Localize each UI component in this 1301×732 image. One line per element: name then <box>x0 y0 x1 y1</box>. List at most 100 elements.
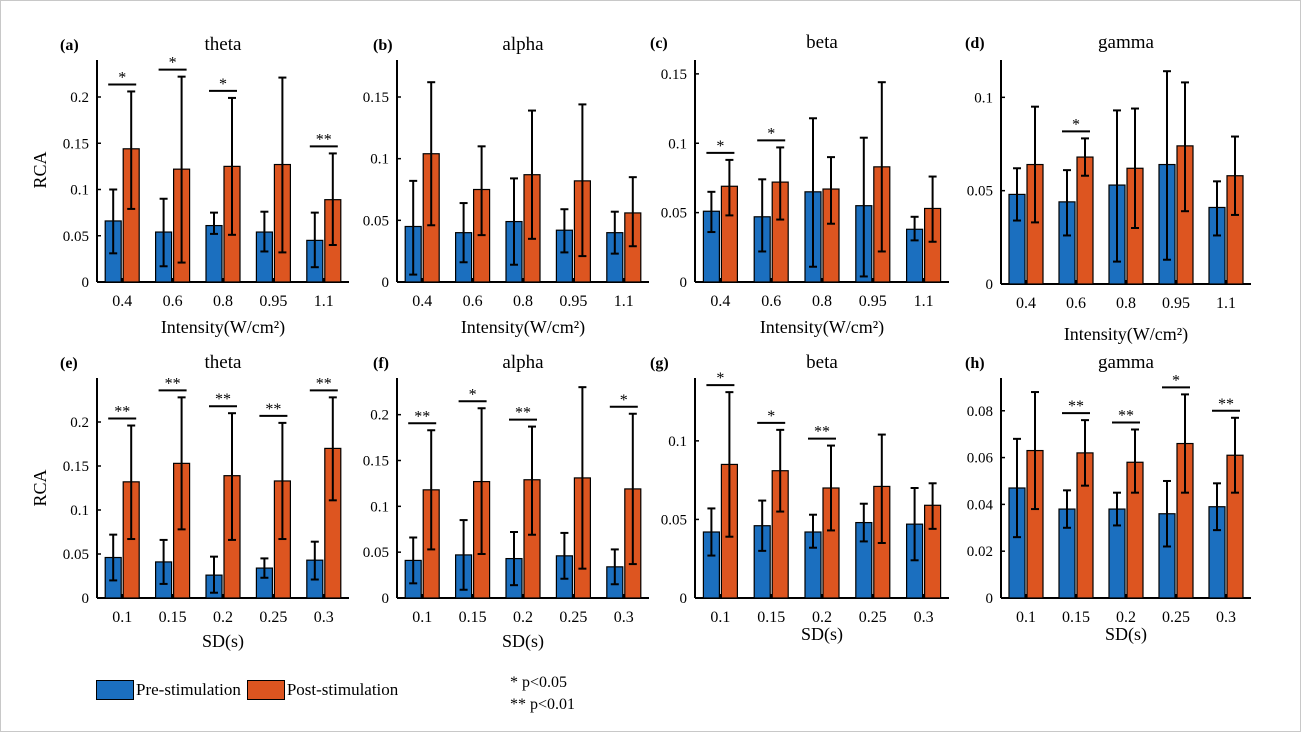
y-tick-label: 0 <box>82 591 90 607</box>
x-axis-label: Intensity(W/cm²) <box>161 317 285 338</box>
x-axis-label: SD(s) <box>502 631 544 652</box>
chart-panel-h: 0 0.02 0.04 0.06 0.08 0.1 0.15 ** 0.2 ** 0.25 * 0.3 *… <box>965 352 1251 645</box>
panel-label: (e) <box>60 355 78 372</box>
x-tick-label: 0.4 <box>710 293 730 310</box>
significance-note: * p<0.05 ** p<0.01 <box>510 672 575 716</box>
significance-marker: * <box>1172 372 1180 389</box>
panel-label: (g) <box>650 355 669 372</box>
y-tick-label: 0.05 <box>661 512 687 528</box>
x-tick-label: 0.95 <box>1162 295 1190 312</box>
x-tick-label: 0.25 <box>1162 609 1190 626</box>
y-tick-label: 0.1 <box>668 136 687 152</box>
y-tick-label: 0.15 <box>63 136 89 152</box>
significance-marker: * <box>767 408 775 425</box>
x-axis-label: Intensity(W/cm²) <box>1064 324 1188 345</box>
x-tick-label: 0.4 <box>412 293 432 310</box>
x-axis-label: SD(s) <box>202 631 244 652</box>
chart-panel-b: 0 0.05 0.1 0.15 0.4 0.6 0.8 0.95 1.1 (b) alpha Inte… <box>363 34 649 338</box>
chart-panel-g: 0 0.05 0.1 0.1 * 0.15 * 0.2 ** 0.25 0.3 (g) beta SD(s… <box>650 352 949 645</box>
significance-marker: ** <box>215 391 231 408</box>
x-tick-label: 0.1 <box>412 609 432 626</box>
y-tick-label: 0.2 <box>370 408 389 424</box>
x-tick-label: 0.1 <box>1016 609 1036 626</box>
y-tick-label: 0.2 <box>70 90 89 106</box>
chart-title: gamma <box>1098 352 1154 373</box>
significance-marker: ** <box>1068 398 1084 415</box>
legend-swatch-pre <box>96 680 134 700</box>
x-tick-label: 0.6 <box>463 293 483 310</box>
x-tick-label: 0.6 <box>163 293 183 310</box>
chart-panel-c: 0 0.05 0.1 0.15 0.4 * 0.6 * 0.8 0.95 1.1 (c) beta Int… <box>650 32 949 338</box>
x-tick-label: 0.15 <box>757 609 785 626</box>
chart-title: alpha <box>502 34 544 55</box>
significance-note-line2: ** p<0.01 <box>510 696 576 713</box>
y-tick-label: 0.15 <box>363 454 389 470</box>
y-tick-label: 0.04 <box>967 497 994 513</box>
significance-marker: * <box>767 125 775 142</box>
legend-label-pre: Pre-stimulation <box>136 680 241 699</box>
y-tick-label: 0.1 <box>668 434 687 450</box>
panel-label: (a) <box>60 37 79 54</box>
significance-marker: * <box>469 386 477 403</box>
y-tick-label: 0.05 <box>63 229 89 245</box>
y-tick-label: 0.15 <box>661 67 687 83</box>
x-tick-label: 0.8 <box>213 293 233 310</box>
y-tick-label: 0 <box>680 591 688 607</box>
panel-label: (h) <box>965 355 985 372</box>
significance-marker: ** <box>316 131 332 148</box>
y-tick-label: 0 <box>382 275 390 291</box>
x-axis-label: SD(s) <box>1105 624 1147 645</box>
y-tick-label: 0 <box>986 591 994 607</box>
x-tick-label: 0.4 <box>112 293 132 310</box>
x-tick-label: 0.95 <box>859 293 887 310</box>
significance-marker: * <box>1072 116 1080 133</box>
significance-marker: * <box>219 76 227 93</box>
x-tick-label: 0.8 <box>812 293 832 310</box>
y-tick-label: 0.2 <box>70 415 89 431</box>
x-tick-label: 0.4 <box>1016 295 1036 312</box>
significance-note-line1: * p<0.05 <box>510 674 568 691</box>
chart-title: theta <box>205 352 242 373</box>
y-tick-label: 0.02 <box>967 544 993 560</box>
chart-title: theta <box>205 34 242 55</box>
y-tick-label: 0 <box>82 275 90 291</box>
y-tick-label: 0.08 <box>967 404 993 420</box>
chart-title: beta <box>806 32 838 53</box>
chart-title: alpha <box>502 352 544 373</box>
x-tick-label: 0.25 <box>859 609 887 626</box>
chart-title: gamma <box>1098 32 1154 53</box>
y-axis-label: RCA <box>30 151 50 188</box>
x-tick-label: 0.3 <box>614 609 634 626</box>
x-tick-label: 0.95 <box>259 293 287 310</box>
chart-panel-a: 0 0.05 0.1 0.15 0.2 0.4 * 0.6 * 0.8 * 0.95 1.1 ** (a) t… <box>30 34 349 338</box>
x-tick-label: 0.2 <box>513 609 533 626</box>
x-tick-label: 0.8 <box>513 293 533 310</box>
x-tick-label: 0.1 <box>710 609 730 626</box>
y-tick-label: 0.1 <box>70 503 89 519</box>
x-tick-label: 0.6 <box>1066 295 1086 312</box>
significance-marker: * <box>716 138 724 155</box>
y-tick-label: 0 <box>986 277 994 293</box>
x-tick-label: 0.95 <box>559 293 587 310</box>
significance-marker: ** <box>1118 407 1134 424</box>
significance-marker: ** <box>814 424 830 441</box>
x-axis-label: Intensity(W/cm²) <box>461 317 585 338</box>
x-tick-label: 0.2 <box>213 609 233 626</box>
y-tick-label: 0.15 <box>63 459 89 475</box>
y-tick-label: 0.05 <box>363 213 389 229</box>
x-tick-label: 0.3 <box>314 609 334 626</box>
x-tick-label: 0.15 <box>459 609 487 626</box>
x-tick-label: 0.8 <box>1116 295 1136 312</box>
x-tick-label: 0.15 <box>1062 609 1090 626</box>
y-axis-label: RCA <box>30 469 50 506</box>
x-tick-label: 0.6 <box>761 293 781 310</box>
significance-marker: ** <box>165 375 181 392</box>
y-tick-label: 0.15 <box>363 90 389 106</box>
significance-marker: ** <box>265 401 281 418</box>
panel-label: (b) <box>373 37 393 54</box>
panel-label: (d) <box>965 35 985 52</box>
legend-label-post: Post-stimulation <box>286 680 399 699</box>
chart-panel-f: 0 0.05 0.1 0.15 0.2 0.1 ** 0.15 * 0.2 ** 0.25 0.3 * (f… <box>363 352 649 652</box>
significance-marker: * <box>620 392 628 409</box>
y-tick-label: 0 <box>680 275 688 291</box>
